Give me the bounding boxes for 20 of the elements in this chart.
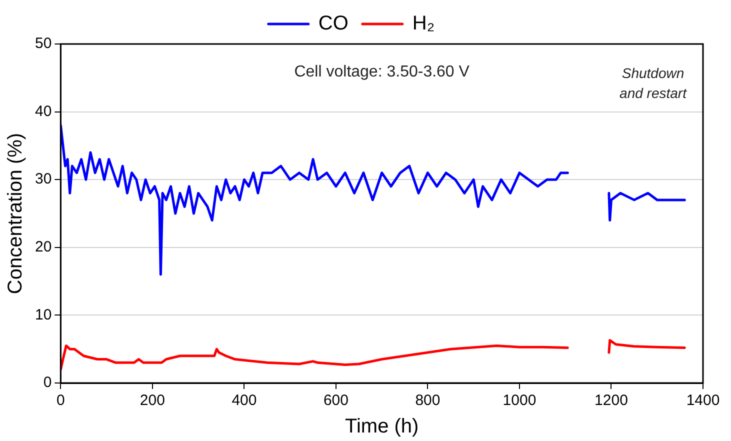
y-tick-label: 0 <box>43 374 52 392</box>
y-tick-label: 40 <box>34 102 52 120</box>
y-tick-label: 50 <box>34 35 52 52</box>
y-axis-title: Concentration (%) <box>4 132 27 294</box>
legend-label: H₂ <box>412 12 435 35</box>
x-tick-label: 600 <box>323 392 348 410</box>
x-tick-label: 1200 <box>594 392 628 410</box>
x-tick-label: 1400 <box>686 392 720 410</box>
x-axis-title: Time (h) <box>344 416 419 438</box>
x-tick-label: 400 <box>232 392 257 410</box>
x-tick-label: 0 <box>56 392 65 410</box>
annotation: Cell voltage: 3.50-3.60 V <box>294 63 470 80</box>
y-tick-label: 20 <box>34 238 52 256</box>
x-tick-label: 1000 <box>502 392 536 410</box>
annotation: Shutdown and restart <box>620 64 688 101</box>
y-tick-label: 10 <box>34 306 52 324</box>
x-tick-label: 200 <box>140 392 165 410</box>
x-tick-label: 800 <box>415 392 440 410</box>
y-tick-label: 30 <box>34 170 52 188</box>
legend-label: CO <box>318 12 348 35</box>
